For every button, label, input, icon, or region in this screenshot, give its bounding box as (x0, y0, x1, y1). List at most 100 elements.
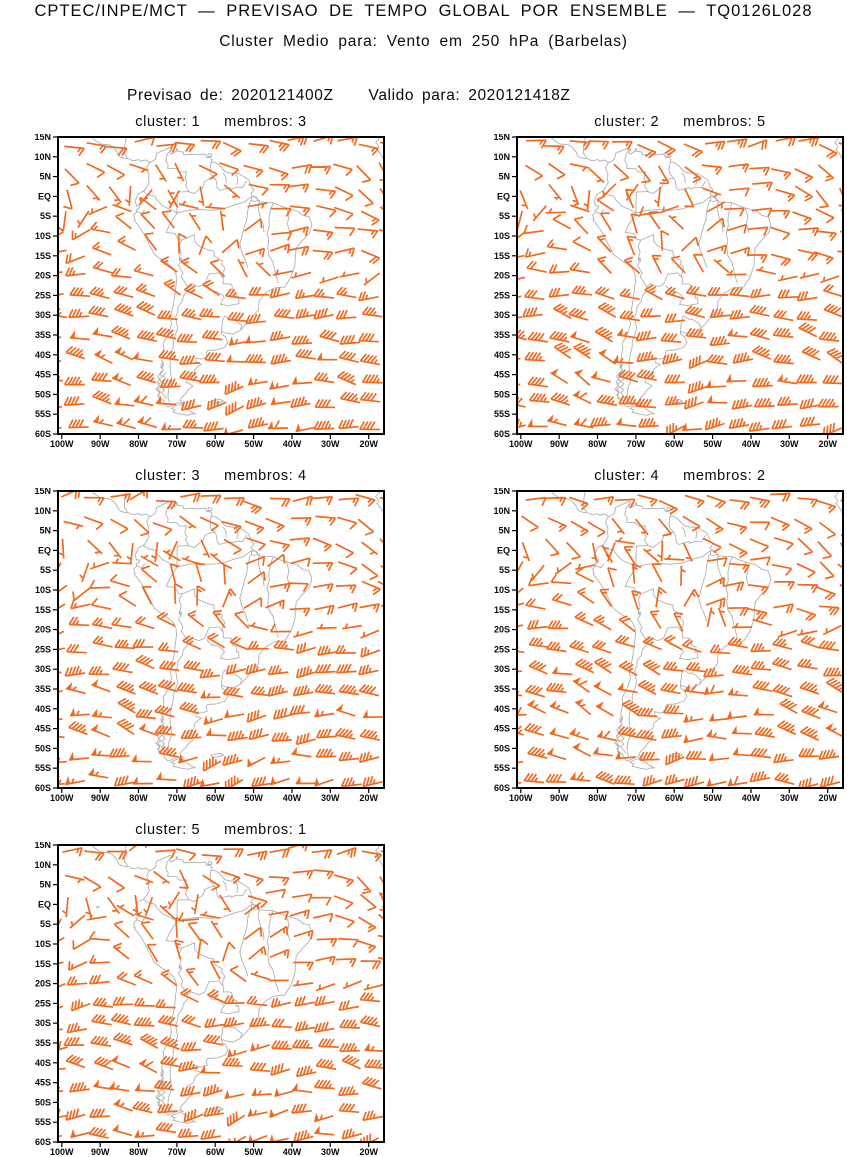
svg-text:35S: 35S (494, 684, 510, 694)
svg-text:15S: 15S (494, 251, 510, 261)
svg-text:60W: 60W (206, 1147, 225, 1157)
svg-text:55S: 55S (35, 763, 51, 773)
svg-text:30W: 30W (321, 1147, 340, 1157)
svg-text:10N: 10N (34, 506, 51, 516)
svg-text:60S: 60S (494, 429, 510, 439)
svg-text:90W: 90W (91, 793, 110, 803)
svg-text:50W: 50W (703, 439, 722, 449)
svg-text:30W: 30W (321, 793, 340, 803)
svg-text:50W: 50W (244, 439, 263, 449)
membros-label: membros: 1 (224, 822, 307, 838)
svg-text:45S: 45S (494, 370, 510, 380)
page-subtitle: Cluster Medio para: Vento em 250 hPa (Ba… (219, 33, 628, 50)
svg-text:50W: 50W (703, 793, 722, 803)
cluster-panel-5: cluster: 5 membros: 1 15N 10N 5N EQ 5S 10S 15S… (28, 820, 390, 1157)
svg-text:45S: 45S (494, 724, 510, 734)
svg-text:60W: 60W (665, 793, 684, 803)
svg-text:70W: 70W (168, 439, 187, 449)
forecast-valid-line: Previsao de: 2020121400Z Valido para: 20… (127, 87, 571, 105)
wind-barb-map-2: 15N 10N 5N EQ 5S 10S 15S 20S 25S 30S 35S 40S 45S 50S 5… (493, 134, 844, 449)
svg-text:45S: 45S (35, 370, 51, 380)
svg-text:5N: 5N (39, 880, 51, 890)
svg-text:90W: 90W (550, 439, 569, 449)
forecast-valid-label: Valido para: 2020121418Z (368, 87, 571, 104)
svg-text:30S: 30S (494, 310, 510, 320)
cluster-label: cluster: 3 (135, 468, 201, 484)
wind-barb-map-5: 15N 10N 5N EQ 5S 10S 15S 20S 25S 30S 35S 40S 45S 50S 5… (34, 842, 385, 1157)
svg-text:70W: 70W (168, 793, 187, 803)
svg-text:20W: 20W (818, 439, 837, 449)
svg-text:10S: 10S (35, 939, 51, 949)
svg-text:40W: 40W (742, 439, 761, 449)
svg-text:30S: 30S (35, 1018, 51, 1028)
svg-text:60S: 60S (35, 429, 51, 439)
cluster-label: cluster: 2 (594, 114, 660, 130)
cluster-panel-1: cluster: 1 membros: 3 15N 10N 5N EQ 5S 10S 15S… (28, 112, 390, 452)
svg-text:100W: 100W (50, 1147, 74, 1157)
svg-text:25S: 25S (35, 290, 51, 300)
forecast-init-label: Previsao de: 2020121400Z (127, 87, 334, 104)
cluster-label: cluster: 1 (135, 114, 201, 130)
svg-text:100W: 100W (509, 439, 533, 449)
svg-text:100W: 100W (509, 793, 533, 803)
panel-title-5: cluster: 5 membros: 1 (58, 820, 384, 842)
svg-text:40W: 40W (283, 1147, 302, 1157)
svg-text:5S: 5S (499, 565, 510, 575)
svg-text:15S: 15S (494, 605, 510, 615)
svg-text:20W: 20W (359, 1147, 378, 1157)
svg-text:EQ: EQ (497, 191, 510, 201)
svg-text:5N: 5N (39, 526, 51, 536)
svg-text:50W: 50W (244, 793, 263, 803)
svg-text:5S: 5S (40, 565, 51, 575)
svg-text:20S: 20S (35, 979, 51, 989)
svg-text:5S: 5S (40, 211, 51, 221)
svg-text:50S: 50S (35, 743, 51, 753)
cluster-panel-3: cluster: 3 membros: 4 15N 10N 5N EQ 5S 10S 15S… (28, 466, 390, 806)
svg-text:10S: 10S (494, 585, 510, 595)
svg-text:5N: 5N (498, 172, 510, 182)
svg-text:40S: 40S (35, 350, 51, 360)
cluster-panel-2: cluster: 2 membros: 5 15N 10N 5N EQ 5S 10S 15S… (487, 112, 847, 452)
svg-text:30S: 30S (494, 664, 510, 674)
wind-barb-map-1: 15N 10N 5N EQ 5S 10S 15S 20S 25S 30S 35S 40S 45S 50S 5… (34, 134, 385, 449)
panel-title-3: cluster: 3 membros: 4 (58, 466, 384, 488)
svg-text:20S: 20S (494, 271, 510, 281)
svg-text:20W: 20W (359, 793, 378, 803)
svg-text:70W: 70W (627, 439, 646, 449)
svg-text:EQ: EQ (38, 545, 51, 555)
svg-text:80W: 80W (129, 439, 148, 449)
panel-title-4: cluster: 4 membros: 2 (517, 466, 843, 488)
svg-text:55S: 55S (35, 1117, 51, 1127)
svg-text:30S: 30S (35, 310, 51, 320)
svg-text:30W: 30W (321, 439, 340, 449)
svg-text:30S: 30S (35, 664, 51, 674)
svg-text:5S: 5S (499, 211, 510, 221)
svg-text:25S: 25S (35, 998, 51, 1008)
svg-text:60W: 60W (665, 439, 684, 449)
svg-text:40S: 40S (35, 1058, 51, 1068)
svg-text:10S: 10S (35, 585, 51, 595)
svg-text:30W: 30W (780, 439, 799, 449)
svg-text:40S: 40S (494, 704, 510, 714)
svg-text:80W: 80W (129, 793, 148, 803)
svg-text:20W: 20W (359, 439, 378, 449)
svg-text:25S: 25S (494, 644, 510, 654)
svg-text:EQ: EQ (38, 191, 51, 201)
svg-text:15N: 15N (34, 842, 51, 850)
svg-text:15S: 15S (35, 605, 51, 615)
svg-text:45S: 45S (35, 724, 51, 734)
svg-text:25S: 25S (494, 290, 510, 300)
svg-text:20S: 20S (35, 271, 51, 281)
svg-text:40S: 40S (494, 350, 510, 360)
svg-text:20S: 20S (35, 625, 51, 635)
svg-text:15S: 15S (35, 251, 51, 261)
svg-text:30W: 30W (780, 793, 799, 803)
svg-text:70W: 70W (168, 1147, 187, 1157)
svg-text:50S: 50S (494, 743, 510, 753)
membros-label: membros: 3 (224, 114, 307, 130)
svg-text:40W: 40W (742, 793, 761, 803)
svg-text:90W: 90W (550, 793, 569, 803)
cluster-label: cluster: 4 (594, 468, 660, 484)
svg-text:35S: 35S (35, 1038, 51, 1048)
